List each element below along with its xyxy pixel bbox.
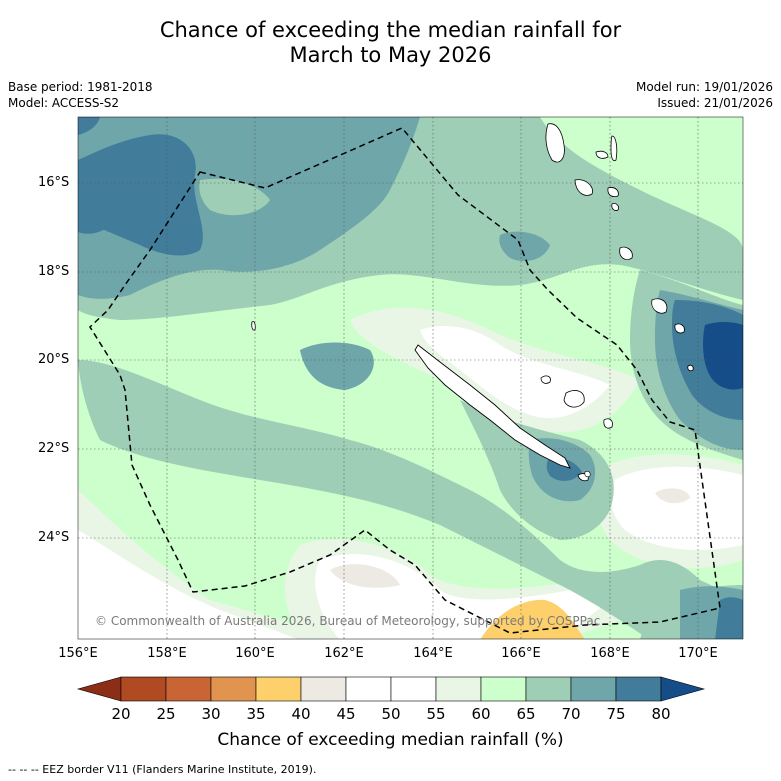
colorbar-tick-label: 60 bbox=[471, 705, 491, 723]
colorbar-tick-label: 30 bbox=[201, 705, 221, 723]
erromango-island bbox=[651, 298, 668, 314]
colorbar-swatch bbox=[615, 676, 662, 702]
lon-tick-162e: 162°E bbox=[324, 646, 364, 661]
colorbar-swatch bbox=[300, 676, 347, 702]
colorbar-tick-label: 35 bbox=[246, 705, 266, 723]
base-period-text: Base period: 1981-2018 bbox=[8, 80, 153, 94]
lat-tick-24s: 24°S bbox=[38, 530, 70, 545]
colorbar bbox=[76, 676, 706, 702]
model-info: Base period: 1981-2018 Model: ACCESS-S2 bbox=[8, 79, 153, 111]
lon-tick-156e: 156°E bbox=[58, 646, 98, 661]
colorbar-title: Chance of exceeding median rainfall (%) bbox=[217, 730, 564, 750]
model-text: Model: ACCESS-S2 bbox=[8, 96, 120, 110]
contour-70-75-north-central bbox=[499, 231, 550, 262]
lon-tick-158e: 158°E bbox=[147, 646, 187, 661]
colorbar-tick-label: 80 bbox=[651, 705, 671, 723]
colorbar-swatch bbox=[210, 676, 257, 702]
colorbar-tick-label: 40 bbox=[291, 705, 311, 723]
eez-legend-footnote: -- -- -- EEZ border V11 (Flanders Marine… bbox=[8, 763, 317, 776]
colorbar-swatch bbox=[120, 676, 167, 702]
colorbar-tick-label: 20 bbox=[111, 705, 131, 723]
lat-tick-22s: 22°S bbox=[38, 441, 70, 456]
contour-50-55-south bbox=[78, 530, 298, 639]
run-info: Model run: 19/01/2026 Issued: 21/01/2026 bbox=[636, 79, 773, 111]
contour-75-80-northwest-corner bbox=[78, 117, 100, 135]
colorbar-swatch bbox=[390, 676, 437, 702]
map-plot-area bbox=[78, 117, 743, 639]
colorbar-arrow-high bbox=[660, 676, 706, 702]
colorbar-tick-label: 55 bbox=[426, 705, 446, 723]
contour-50-55-east bbox=[611, 466, 743, 550]
lon-tick-168e: 168°E bbox=[590, 646, 630, 661]
colorbar-arrow-low bbox=[76, 676, 122, 702]
ambrym-island bbox=[607, 187, 619, 197]
issued-text: Issued: 21/01/2026 bbox=[657, 96, 773, 110]
colorbar-tick-label: 45 bbox=[336, 705, 356, 723]
contour-40-45-east bbox=[655, 488, 690, 504]
contour-50-55-central bbox=[420, 325, 610, 419]
contour-70-75-central-west bbox=[300, 342, 374, 390]
lat-tick-18s: 18°S bbox=[38, 264, 70, 279]
lifou-island bbox=[563, 390, 585, 408]
gridlines bbox=[78, 117, 743, 639]
eez-border bbox=[89, 127, 721, 634]
title-line-1: Chance of exceeding the median rainfall … bbox=[159, 18, 622, 42]
epi-island bbox=[611, 203, 619, 211]
lon-tick-160e: 160°E bbox=[235, 646, 275, 661]
lat-tick-16s: 16°S bbox=[38, 175, 70, 190]
mare-island bbox=[603, 418, 613, 429]
malakula-island bbox=[574, 179, 593, 196]
aneityum-island bbox=[687, 364, 694, 372]
efate-island bbox=[619, 246, 633, 260]
espiritu-santo-island bbox=[545, 123, 565, 163]
lon-tick-166e: 166°E bbox=[501, 646, 541, 661]
contour-above-80-east bbox=[703, 321, 743, 390]
map-frame bbox=[77, 116, 744, 640]
colorbar-swatch bbox=[165, 676, 212, 702]
maewo-island bbox=[595, 150, 609, 159]
colorbar-swatch bbox=[570, 676, 617, 702]
colorbar-swatch bbox=[345, 676, 392, 702]
tanna-island bbox=[674, 323, 685, 334]
contour-75-80-southern-lagoon bbox=[546, 458, 582, 481]
contour-65-70-band bbox=[78, 360, 743, 639]
contour-40-45-south bbox=[330, 564, 400, 588]
colorbar-tick-label: 75 bbox=[606, 705, 626, 723]
colorbar-tick-label: 65 bbox=[516, 705, 536, 723]
pentecost-island bbox=[610, 135, 618, 162]
colorbar-tick-label: 50 bbox=[381, 705, 401, 723]
lat-tick-20s: 20°S bbox=[38, 352, 70, 367]
colorbar-tick-label: 70 bbox=[561, 705, 581, 723]
copyright-text: © Commonwealth of Australia 2026, Bureau… bbox=[95, 614, 601, 628]
colorbar-swatch bbox=[480, 676, 527, 702]
colorbar-swatch bbox=[435, 676, 482, 702]
model-run-text: Model run: 19/01/2026 bbox=[635, 80, 773, 94]
lon-tick-170e: 170°E bbox=[678, 646, 718, 661]
southern-islet bbox=[584, 470, 591, 478]
contour-75-80-southeast bbox=[715, 597, 743, 639]
colorbar-swatch bbox=[525, 676, 572, 702]
lon-tick-164e: 164°E bbox=[413, 646, 453, 661]
map-title: Chance of exceeding the median rainfall … bbox=[0, 18, 781, 68]
contour-75-80-west-edge bbox=[78, 211, 110, 234]
contour-35-40-south bbox=[480, 599, 585, 639]
ouvea-island bbox=[540, 375, 551, 384]
colorbar-swatch bbox=[255, 676, 302, 702]
colorbar-tick-label: 25 bbox=[156, 705, 176, 723]
title-line-2: March to May 2026 bbox=[289, 43, 492, 67]
chesterfield-islet bbox=[251, 321, 256, 331]
new-caledonia-island bbox=[414, 344, 571, 469]
contour-65-70-northwest-hole bbox=[199, 178, 270, 216]
